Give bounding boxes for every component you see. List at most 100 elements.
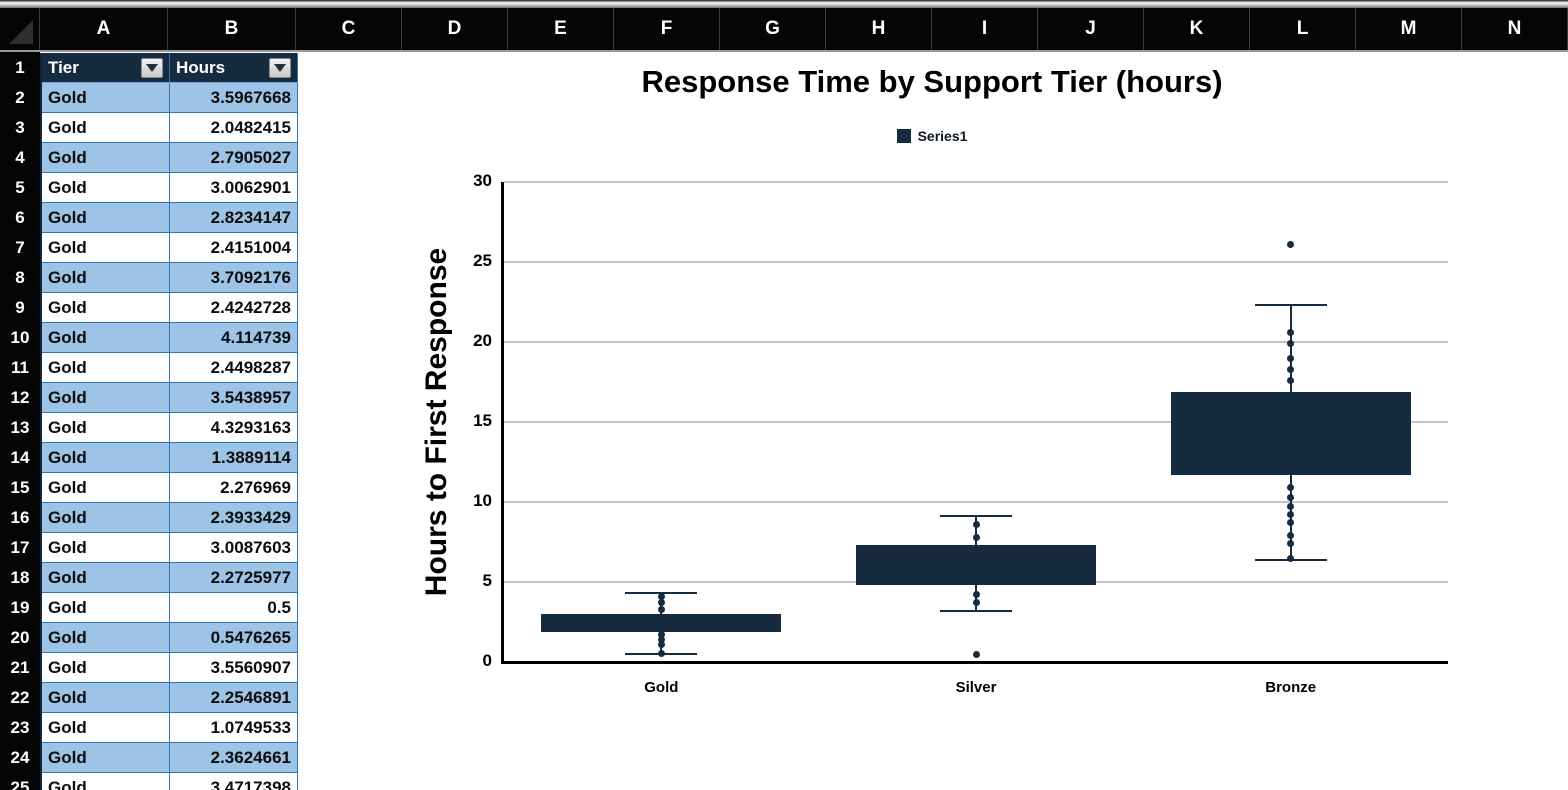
column-header-A[interactable]: A <box>40 8 168 50</box>
select-all-corner[interactable] <box>0 8 40 50</box>
row-header-12[interactable]: 12 <box>10 388 30 407</box>
row-header-4[interactable]: 4 <box>15 148 25 167</box>
hours-cell[interactable]: 3.4717398 <box>170 773 298 790</box>
column-header-K[interactable]: K <box>1144 8 1250 50</box>
tier-cell[interactable]: Gold <box>42 443 170 473</box>
row-header-2[interactable]: 2 <box>15 88 25 107</box>
row-header-15[interactable]: 15 <box>10 478 30 497</box>
tier-cell[interactable]: Gold <box>42 353 170 383</box>
row-header-5[interactable]: 5 <box>15 178 25 197</box>
row-header-16[interactable]: 16 <box>10 508 30 527</box>
column-header-L[interactable]: L <box>1250 8 1356 50</box>
hours-cell[interactable]: 2.4151004 <box>170 233 298 263</box>
tier-cell[interactable]: Gold <box>42 263 170 293</box>
column-header-I[interactable]: I <box>932 8 1038 50</box>
hours-cell[interactable]: 2.276969 <box>170 473 298 503</box>
column-header-M[interactable]: M <box>1356 8 1462 50</box>
hours-cell[interactable]: 4.3293163 <box>170 413 298 443</box>
row-header-10[interactable]: 10 <box>10 328 30 347</box>
tier-cell[interactable]: Gold <box>42 623 170 653</box>
table-row: Gold 2.8234147 <box>42 203 298 233</box>
row-header-7[interactable]: 7 <box>15 238 25 257</box>
hours-cell[interactable]: 3.0087603 <box>170 533 298 563</box>
hours-cell[interactable]: 4.114739 <box>170 323 298 353</box>
tier-cell[interactable]: Gold <box>42 713 170 743</box>
row-header-6[interactable]: 6 <box>15 208 25 227</box>
table-row: Gold 2.2725977 <box>42 563 298 593</box>
hours-cell[interactable]: 3.5560907 <box>170 653 298 683</box>
hours-cell[interactable]: 2.4242728 <box>170 293 298 323</box>
row-header-20[interactable]: 20 <box>10 628 30 647</box>
column-header-F[interactable]: F <box>614 8 720 50</box>
row-header-22[interactable]: 22 <box>10 688 30 707</box>
tier-cell[interactable]: Gold <box>42 413 170 443</box>
header-cell-tier[interactable]: Tier <box>42 53 170 83</box>
row-header-24[interactable]: 24 <box>10 748 30 767</box>
tier-cell[interactable]: Gold <box>42 293 170 323</box>
hours-cell[interactable]: 2.8234147 <box>170 203 298 233</box>
column-header-N[interactable]: N <box>1462 8 1568 50</box>
tier-cell[interactable]: Gold <box>42 773 170 790</box>
hours-cell[interactable]: 0.5476265 <box>170 623 298 653</box>
row-header-3[interactable]: 3 <box>15 118 25 137</box>
tier-cell[interactable]: Gold <box>42 383 170 413</box>
hours-cell[interactable]: 2.2725977 <box>170 563 298 593</box>
tier-cell[interactable]: Gold <box>42 563 170 593</box>
row-header-9[interactable]: 9 <box>15 298 25 317</box>
hours-cell[interactable]: 3.5967668 <box>170 83 298 113</box>
tier-cell[interactable]: Gold <box>42 473 170 503</box>
box-bronze[interactable] <box>1170 391 1411 475</box>
hours-cell[interactable]: 3.5438957 <box>170 383 298 413</box>
chart-legend[interactable]: Series1 <box>316 128 1548 144</box>
tier-cell[interactable]: Gold <box>42 233 170 263</box>
row-header-17[interactable]: 17 <box>10 538 30 557</box>
filter-dropdown-button[interactable] <box>269 57 291 78</box>
tier-cell[interactable]: Gold <box>42 533 170 563</box>
row-header-21[interactable]: 21 <box>10 658 30 677</box>
row-header-18[interactable]: 18 <box>10 568 30 587</box>
tier-cell[interactable]: Gold <box>42 143 170 173</box>
row-header-25[interactable]: 25 <box>10 778 30 790</box>
tier-cell[interactable]: Gold <box>42 323 170 353</box>
tier-cell[interactable]: Gold <box>42 503 170 533</box>
hours-cell[interactable]: 2.2546891 <box>170 683 298 713</box>
hours-cell[interactable]: 3.7092176 <box>170 263 298 293</box>
hours-cell[interactable]: 1.3889114 <box>170 443 298 473</box>
row-header-1[interactable]: 1 <box>15 58 25 77</box>
row-header-11[interactable]: 11 <box>11 358 29 377</box>
column-header-J[interactable]: J <box>1038 8 1144 50</box>
row-header-8[interactable]: 8 <box>15 268 25 287</box>
hours-cell[interactable]: 1.0749533 <box>170 713 298 743</box>
tier-cell[interactable]: Gold <box>42 593 170 623</box>
tier-cell[interactable]: Gold <box>42 203 170 233</box>
column-header-H[interactable]: H <box>826 8 932 50</box>
row-header-19[interactable]: 19 <box>10 598 30 617</box>
hours-cell[interactable]: 2.0482415 <box>170 113 298 143</box>
hours-cell[interactable]: 0.5 <box>170 593 298 623</box>
box-silver[interactable] <box>856 545 1096 586</box>
box-gold[interactable] <box>541 614 782 632</box>
hours-cell[interactable]: 3.0062901 <box>170 173 298 203</box>
tier-cell[interactable]: Gold <box>42 113 170 143</box>
hours-cell[interactable]: 2.7905027 <box>170 143 298 173</box>
hours-cell[interactable]: 2.3624661 <box>170 743 298 773</box>
hours-cell[interactable]: 2.4498287 <box>170 353 298 383</box>
row-header-23[interactable]: 23 <box>10 718 30 737</box>
tier-cell[interactable]: Gold <box>42 173 170 203</box>
row-header-13[interactable]: 13 <box>10 418 30 437</box>
hours-cell[interactable]: 2.3933429 <box>170 503 298 533</box>
tier-cell[interactable]: Gold <box>42 743 170 773</box>
column-header-C[interactable]: C <box>296 8 402 50</box>
column-header-D[interactable]: D <box>402 8 508 50</box>
column-header-G[interactable]: G <box>720 8 826 50</box>
row-header-14[interactable]: 14 <box>10 448 30 467</box>
tier-cell[interactable]: Gold <box>42 683 170 713</box>
gridline-10 <box>504 501 1448 503</box>
column-header-B[interactable]: B <box>168 8 296 50</box>
header-cell-hours[interactable]: Hours <box>170 53 298 83</box>
column-header-E[interactable]: E <box>508 8 614 50</box>
tier-cell[interactable]: Gold <box>42 83 170 113</box>
filter-dropdown-button[interactable] <box>141 57 163 78</box>
tier-cell[interactable]: Gold <box>42 653 170 683</box>
